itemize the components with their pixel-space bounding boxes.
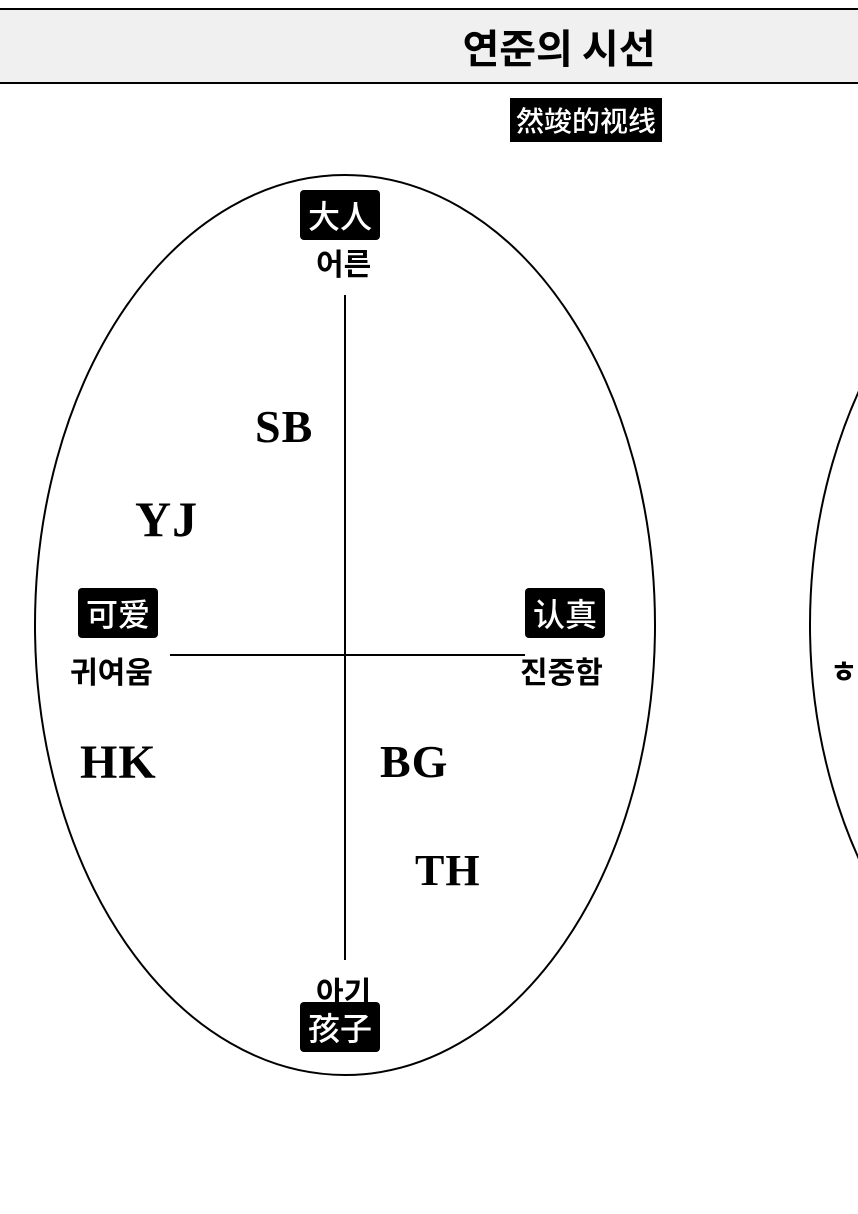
point-TH: TH xyxy=(415,845,481,896)
axis-badge-right-cn: 认真 xyxy=(525,588,605,638)
point-BG: BG xyxy=(380,735,448,788)
axis-label-left-ko: 귀여움 xyxy=(70,648,153,692)
axis-label-top-ko: 어른 xyxy=(316,240,371,284)
axis-badge-left-cn: 可爱 xyxy=(78,588,158,638)
secondary-ellipse xyxy=(810,185,858,1065)
header-band: 연준의 시선 xyxy=(0,8,858,84)
quadrant-diagram: 大人 孩子 可爱 认真 어른 아기 귀여움 진중함 SB YJ HK BG TH… xyxy=(0,160,858,1214)
axis-label-bottom-ko: 아기 xyxy=(316,968,371,1012)
edge-cut-text: ㅎ xyxy=(830,648,858,692)
point-SB: SB xyxy=(255,400,313,453)
page-title: 연준의 시선 xyxy=(462,17,655,75)
axis-label-right-ko: 진중함 xyxy=(520,648,603,692)
point-HK: HK xyxy=(80,735,157,790)
subtitle-badge-cn: 然竣的视线 xyxy=(510,98,662,142)
point-YJ: YJ xyxy=(135,490,198,548)
axis-badge-top-cn: 大人 xyxy=(300,190,380,240)
